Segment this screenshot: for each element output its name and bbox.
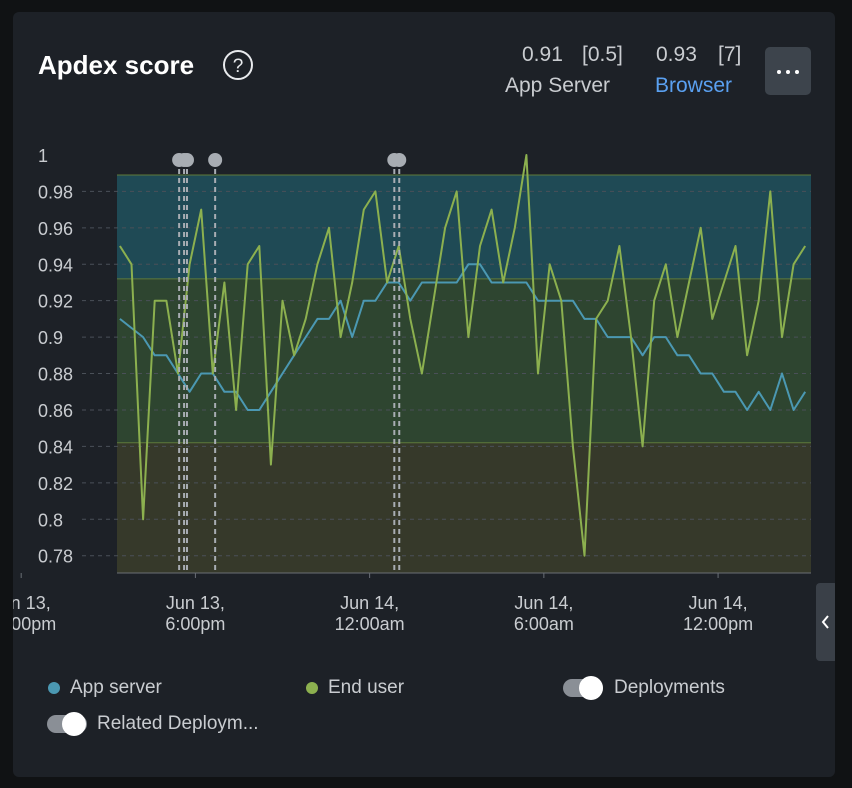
menu-dot: [795, 70, 799, 74]
threshold-band: [117, 175, 811, 279]
deployment-marker[interactable]: [392, 153, 407, 167]
apdex-card: ? 0.78 0.8 0.82 0.84 0.86 0.88 0.9 0.92 0.94 0.96…: [13, 12, 835, 777]
menu-dot: [777, 70, 781, 74]
y-tick-label: 0.96: [38, 219, 73, 239]
stat-value: 0.93: [656, 43, 697, 66]
collapse-chevron: [821, 615, 829, 629]
stat-detail: [0.5]: [582, 43, 623, 66]
y-tick-label: 0.78: [38, 547, 73, 567]
x-tick-label: Jun 13, 12:00pm: [13, 593, 57, 634]
toggle-label: Related Deploym...: [97, 713, 259, 734]
y-tick-label: 1: [38, 146, 48, 166]
toggle-label: Deployments: [614, 677, 725, 698]
y-tick-label: 0.94: [38, 255, 73, 275]
browser-link[interactable]: Browser: [655, 74, 733, 97]
legend-label: End user: [328, 677, 405, 698]
stat-label: App Server: [505, 74, 611, 97]
y-tick-label: 0.98: [38, 182, 73, 202]
help-mark: ?: [233, 56, 244, 77]
y-tick-label: 0.88: [38, 365, 73, 385]
legend-dot: [306, 682, 318, 694]
collapse-tab[interactable]: [816, 583, 835, 661]
x-tick-label: Jun 13, 6:00pm: [165, 593, 226, 634]
threshold-band: [117, 278, 811, 443]
y-tick-label: 0.8: [38, 510, 63, 530]
legend-label: App server: [70, 677, 162, 698]
deployment-marker[interactable]: [208, 153, 223, 167]
menu-dot: [786, 70, 790, 74]
chart: ? 0.78 0.8 0.82 0.84 0.86 0.88 0.9 0.92 0.94 0.96…: [20, 47, 835, 736]
y-tick-label: 0.86: [38, 401, 73, 421]
stat-detail: [7]: [718, 43, 742, 66]
legend-dot: [48, 682, 60, 694]
toggle-knob: [579, 676, 603, 700]
threshold-band: [117, 442, 811, 573]
help-icon[interactable]: [223, 50, 253, 80]
title: Apdex score: [38, 50, 195, 80]
x-tick-label: Jun 14, 12:00pm: [683, 593, 754, 634]
y-tick-label: 0.92: [38, 292, 73, 312]
y-tick-label: 0.84: [38, 437, 73, 457]
stat-value: 0.91: [522, 43, 563, 66]
card-inner: ? 0.78 0.8 0.82 0.84 0.86 0.88 0.9 0.92 0.94 0.96…: [13, 12, 835, 777]
toggle-knob: [62, 712, 86, 736]
x-tick-label: Jun 14, 6:00am: [513, 593, 574, 634]
deployment-marker[interactable]: [179, 153, 194, 167]
x-tick-label: Jun 14, 12:00am: [334, 593, 405, 634]
series-line: [119, 154, 807, 557]
y-tick-label: 0.82: [38, 474, 73, 494]
y-tick-label: 0.9: [38, 328, 63, 348]
